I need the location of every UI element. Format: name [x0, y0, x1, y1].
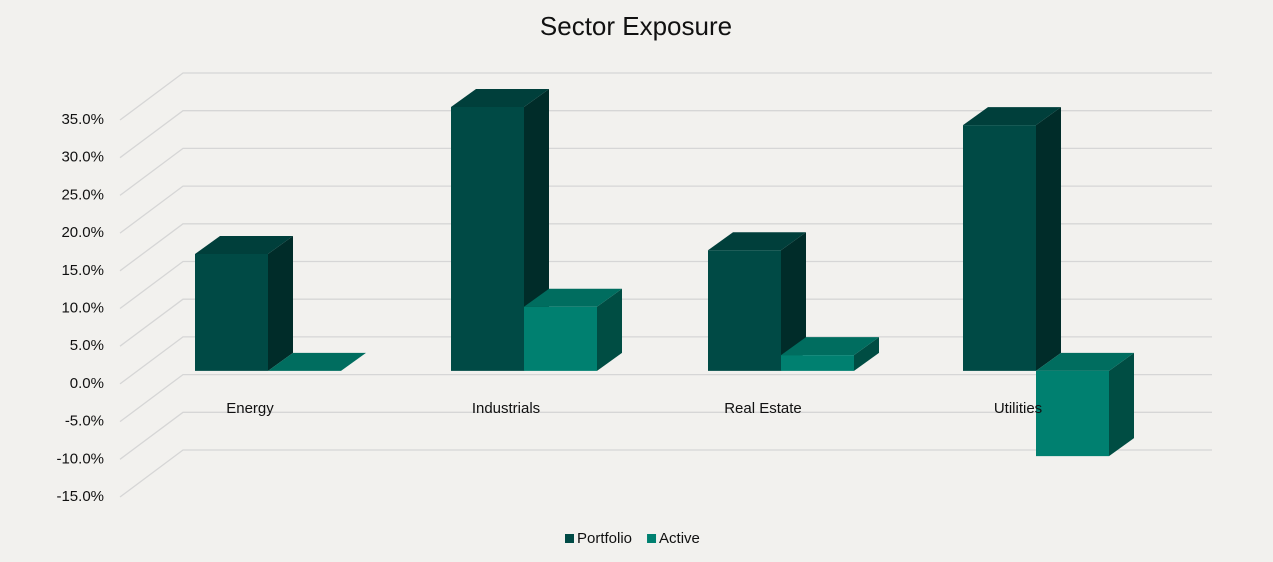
- bar-side: [1036, 107, 1061, 371]
- bar-front: [195, 254, 268, 371]
- chart-title: Sector Exposure: [540, 11, 732, 41]
- y-tick-label: 0.0%: [70, 375, 104, 392]
- bar: [708, 232, 806, 371]
- bar-top: [963, 107, 1061, 126]
- bar-top: [781, 337, 879, 356]
- grid-line: [119, 72, 1212, 121]
- legend-swatch: [647, 534, 657, 543]
- grid-line: [119, 411, 1212, 460]
- x-tick-label: Real Estate: [724, 400, 802, 417]
- bar: [963, 107, 1061, 371]
- bar-top: [268, 352, 366, 371]
- bar-front: [451, 107, 524, 371]
- bar-front: [708, 250, 781, 371]
- y-tick-label: 30.0%: [61, 149, 104, 166]
- bar: [268, 352, 366, 371]
- grid-line: [119, 223, 1212, 272]
- grid-line: [119, 185, 1212, 234]
- x-tick-label: Industrials: [472, 400, 540, 417]
- grid-line: [119, 147, 1212, 196]
- y-tick-label: 35.0%: [61, 111, 104, 128]
- bar: [524, 288, 622, 371]
- bar: [781, 337, 879, 371]
- x-tick-label: Utilities: [994, 400, 1042, 417]
- bar-top: [524, 288, 622, 307]
- bar-top: [1036, 352, 1134, 371]
- grid-line: [119, 336, 1212, 385]
- bar-top: [195, 236, 293, 255]
- legend-swatch: [565, 534, 574, 543]
- grid-line: [119, 260, 1212, 310]
- bar: [451, 89, 549, 371]
- grid-line: [119, 110, 1212, 159]
- bar-front: [963, 125, 1036, 371]
- y-tick-label: 15.0%: [61, 262, 104, 279]
- legend-label: Active: [659, 530, 700, 547]
- bar: [195, 236, 293, 371]
- y-tick-label: 25.0%: [61, 186, 104, 203]
- grid-line: [119, 449, 1212, 498]
- y-tick-label: 5.0%: [70, 337, 104, 354]
- bar: [1036, 352, 1134, 457]
- bar-side: [268, 236, 293, 371]
- bar-side: [781, 232, 806, 371]
- bar-front: [524, 306, 597, 371]
- x-tick-label: Energy: [226, 400, 274, 417]
- bar-side: [1109, 352, 1134, 457]
- bar-front: [1036, 370, 1109, 457]
- bar-side: [597, 288, 622, 371]
- bar-top: [708, 232, 806, 251]
- grid-line: [119, 298, 1212, 347]
- bar-front: [781, 355, 854, 371]
- y-tick-label: 10.0%: [61, 299, 104, 316]
- y-tick-label: -5.0%: [65, 413, 104, 430]
- grid-line: [119, 373, 1212, 423]
- y-tick-label: -15.0%: [56, 488, 104, 505]
- bar-top: [451, 89, 549, 107]
- legend-label: Portfolio: [577, 530, 632, 547]
- y-tick-label: -10.0%: [56, 450, 104, 467]
- bar-side: [854, 337, 879, 371]
- y-tick-label: 20.0%: [61, 224, 104, 241]
